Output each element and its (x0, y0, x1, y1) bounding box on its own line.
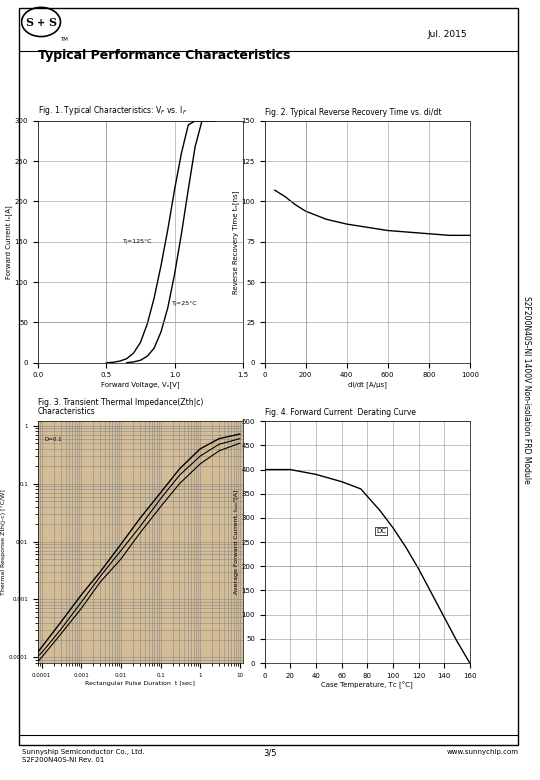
Y-axis label: Forward Current Iₙ[A]: Forward Current Iₙ[A] (5, 205, 12, 278)
Text: Fig. 4. Forward Current  Derating Curve: Fig. 4. Forward Current Derating Curve (265, 408, 416, 417)
Text: Fig. 3. Transient Thermal Impedance(Zth|c): Fig. 3. Transient Thermal Impedance(Zth|… (38, 398, 203, 407)
Text: DC: DC (376, 528, 386, 534)
X-axis label: Case Temperature, Tᴄ [°C]: Case Temperature, Tᴄ [°C] (321, 682, 413, 689)
Text: Jul. 2015: Jul. 2015 (428, 30, 467, 39)
Y-axis label: Average Forward Current, Iₙₐᵥᵉ[A]: Average Forward Current, Iₙₐᵥᵉ[A] (234, 490, 239, 594)
Text: Typical Performance Characteristics: Typical Performance Characteristics (38, 49, 290, 62)
X-axis label: Rectangular Pulse Duration  t [sec]: Rectangular Pulse Duration t [sec] (85, 680, 195, 686)
Text: 3/5: 3/5 (264, 749, 277, 758)
Text: D=0.1: D=0.1 (45, 437, 63, 441)
Text: Fig. 1. Typical Characteristics: V$_F$ vs. I$_F$: Fig. 1. Typical Characteristics: V$_F$ v… (38, 104, 187, 117)
Text: TM: TM (60, 37, 68, 42)
Text: S2F200N40S-NI 1400V Non-isolation FRD Module: S2F200N40S-NI 1400V Non-isolation FRD Mo… (522, 296, 531, 484)
Text: Characteristics: Characteristics (38, 406, 96, 416)
Text: S: S (26, 17, 33, 28)
Text: S: S (48, 17, 56, 28)
X-axis label: di/dt [A/μs]: di/dt [A/μs] (348, 381, 387, 388)
Text: www.sunnychip.com: www.sunnychip.com (447, 749, 518, 755)
Text: Sunnyship Semiconductor Co., Ltd.
S2F200N40S-NI Rev. 01: Sunnyship Semiconductor Co., Ltd. S2F200… (22, 749, 144, 763)
Text: +: + (37, 18, 45, 28)
Y-axis label: Thermal Response Zth(j-c) [°C/W]: Thermal Response Zth(j-c) [°C/W] (1, 489, 6, 595)
Y-axis label: Reverse Recovery Time tᵣᵣ[ns]: Reverse Recovery Time tᵣᵣ[ns] (232, 190, 239, 293)
Text: Tⱼ=25°C: Tⱼ=25°C (172, 300, 198, 306)
Text: Tⱼ=125°C: Tⱼ=125°C (123, 239, 152, 244)
Text: Fig. 2. Typical Reverse Recovery Time vs. di/dt: Fig. 2. Typical Reverse Recovery Time vs… (265, 108, 441, 117)
X-axis label: Forward Voltage, Vₙ[V]: Forward Voltage, Vₙ[V] (101, 381, 180, 388)
